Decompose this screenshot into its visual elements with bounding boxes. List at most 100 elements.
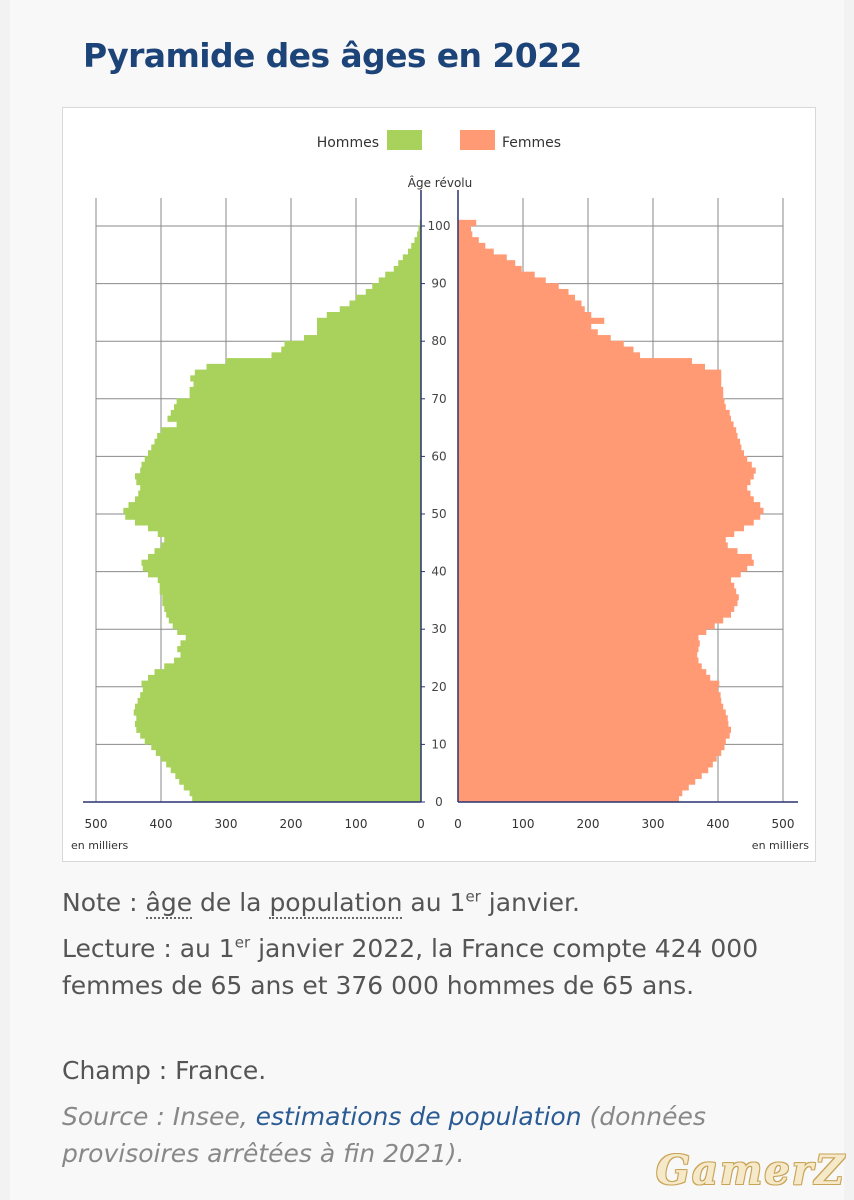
bar-hommes bbox=[175, 772, 421, 779]
bar-femmes bbox=[458, 369, 722, 376]
bar-hommes bbox=[206, 363, 421, 370]
bar-hommes bbox=[317, 329, 421, 336]
bar-femmes bbox=[458, 559, 754, 566]
age-tick-label: 0 bbox=[435, 795, 443, 809]
bar-femmes bbox=[458, 265, 522, 273]
age-tick-label: 100 bbox=[428, 219, 451, 233]
bar-femmes bbox=[458, 674, 711, 682]
bar-hommes bbox=[339, 306, 421, 313]
bar-hommes bbox=[148, 553, 421, 561]
glossary-link-population[interactable]: population bbox=[269, 888, 403, 919]
bar-hommes bbox=[136, 479, 422, 486]
bar-femmes bbox=[458, 594, 739, 601]
bar-femmes bbox=[458, 381, 722, 388]
bar-femmes bbox=[458, 248, 494, 255]
bar-hommes bbox=[144, 738, 421, 745]
bar-hommes bbox=[172, 623, 421, 630]
value-tick-label-hommes: 400 bbox=[150, 817, 173, 831]
bar-femmes bbox=[458, 686, 718, 693]
bar-hommes bbox=[161, 755, 421, 762]
bar-hommes bbox=[166, 761, 421, 768]
bar-hommes bbox=[183, 784, 421, 791]
bar-hommes bbox=[135, 720, 421, 728]
bar-hommes bbox=[281, 346, 421, 353]
bar-hommes bbox=[162, 600, 422, 607]
bar-hommes bbox=[304, 335, 421, 342]
unit-label-right: en milliers bbox=[752, 839, 809, 852]
bar-femmes bbox=[458, 778, 696, 785]
bar-femmes bbox=[458, 346, 634, 353]
bar-femmes bbox=[458, 726, 731, 733]
bar-hommes bbox=[385, 271, 421, 278]
bar-femmes bbox=[458, 784, 689, 791]
bar-femmes bbox=[458, 600, 738, 607]
bar-femmes bbox=[458, 456, 748, 463]
bar-hommes bbox=[137, 697, 421, 705]
bar-femmes bbox=[458, 611, 731, 618]
bar-femmes bbox=[458, 283, 559, 290]
bar-hommes bbox=[177, 646, 421, 653]
bar-femmes bbox=[458, 404, 726, 411]
bar-hommes bbox=[167, 415, 421, 422]
bar-femmes bbox=[458, 432, 738, 440]
bar-femmes bbox=[458, 415, 731, 422]
age-tick-label: 10 bbox=[431, 737, 446, 751]
bar-hommes bbox=[317, 317, 421, 324]
note-line: Note : âge de la population au 1er janvi… bbox=[62, 884, 782, 921]
bar-femmes bbox=[458, 738, 726, 745]
bar-femmes bbox=[458, 225, 471, 232]
bar-hommes bbox=[226, 358, 421, 365]
source-line: Source : Insee, estimations de populatio… bbox=[62, 1098, 782, 1172]
value-tick-label-femmes: 200 bbox=[577, 817, 600, 831]
bar-hommes bbox=[170, 767, 421, 774]
bar-femmes bbox=[458, 513, 761, 520]
bar-femmes bbox=[458, 254, 507, 261]
value-tick-label-femmes: 100 bbox=[512, 817, 535, 831]
bar-femmes bbox=[458, 329, 598, 336]
bar-hommes bbox=[378, 277, 421, 284]
bar-hommes bbox=[356, 294, 421, 301]
bar-femmes bbox=[458, 623, 715, 630]
bar-femmes bbox=[458, 312, 592, 319]
bar-femmes bbox=[458, 237, 479, 244]
bar-hommes bbox=[141, 461, 421, 468]
bar-hommes bbox=[154, 669, 421, 676]
bar-femmes bbox=[458, 277, 546, 284]
bar-femmes bbox=[458, 663, 702, 670]
bar-femmes bbox=[458, 576, 731, 584]
bar-femmes bbox=[458, 749, 722, 756]
bar-femmes bbox=[458, 744, 725, 751]
glossary-link-age[interactable]: âge bbox=[145, 888, 193, 919]
bar-hommes bbox=[136, 715, 422, 722]
value-tick-label-hommes: 500 bbox=[85, 817, 108, 831]
bar-hommes bbox=[125, 513, 421, 520]
bar-hommes bbox=[176, 421, 421, 428]
bar-hommes bbox=[398, 260, 421, 267]
bar-femmes bbox=[458, 795, 679, 802]
bar-femmes bbox=[458, 306, 585, 313]
age-axis-title: Âge révolu bbox=[408, 175, 472, 190]
bar-femmes bbox=[458, 669, 707, 676]
bar-femmes bbox=[458, 530, 735, 538]
age-tick-label: 20 bbox=[431, 680, 446, 694]
chart-frame: 0 10 20 30 40 50 60 70 80 90 100 0 0 100 100 200 200 300 3… bbox=[62, 107, 816, 862]
legend-label-hommes: Hommes bbox=[317, 135, 379, 151]
bar-hommes bbox=[180, 640, 421, 647]
source-link[interactable]: estimations de population bbox=[255, 1102, 582, 1131]
bar-femmes bbox=[458, 502, 761, 509]
bar-hommes bbox=[271, 352, 421, 359]
bar-femmes bbox=[458, 772, 702, 779]
bar-femmes bbox=[458, 542, 728, 549]
bar-hommes bbox=[142, 565, 422, 572]
bar-hommes bbox=[157, 530, 421, 538]
bar-femmes bbox=[458, 352, 640, 359]
bar-hommes bbox=[189, 790, 421, 797]
bar-femmes bbox=[458, 680, 720, 687]
bar-femmes bbox=[458, 294, 575, 301]
bar-femmes bbox=[458, 271, 535, 278]
bar-hommes bbox=[140, 732, 421, 739]
bar-femmes bbox=[458, 340, 624, 347]
value-tick-label-femmes: 500 bbox=[772, 817, 795, 831]
bar-hommes bbox=[179, 778, 421, 785]
bar-femmes bbox=[458, 242, 486, 250]
